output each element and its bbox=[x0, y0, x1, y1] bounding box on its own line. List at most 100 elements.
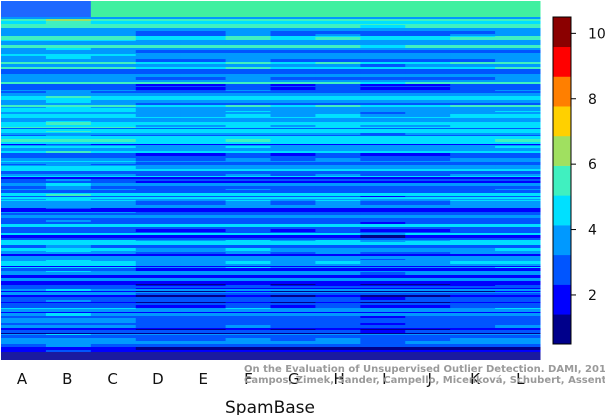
heatmap-cell bbox=[135, 227, 182, 229]
heatmap-cell bbox=[1, 245, 47, 248]
heatmap-cell bbox=[1, 334, 47, 335]
heatmap-cell bbox=[45, 117, 92, 118]
heatmap-cell bbox=[270, 284, 316, 285]
heatmap-cell bbox=[270, 121, 316, 122]
heatmap-cell bbox=[270, 252, 316, 254]
credit-line-1: On the Evaluation of Unsupervised Outlie… bbox=[244, 364, 605, 375]
heatmap-cell bbox=[360, 271, 406, 272]
heatmap-cell bbox=[495, 111, 541, 112]
heatmap-cell bbox=[45, 218, 92, 220]
heatmap-cell bbox=[225, 100, 271, 101]
heatmap-column-F bbox=[225, 1, 271, 360]
heatmap-cell bbox=[1, 278, 47, 281]
heatmap-cell bbox=[225, 117, 271, 118]
heatmap-cell bbox=[495, 194, 541, 196]
heatmap-cell bbox=[1, 267, 47, 268]
heatmap-cell bbox=[270, 166, 316, 169]
heatmap-cell bbox=[225, 261, 271, 264]
heatmap-cell bbox=[405, 334, 451, 335]
heatmap-cell bbox=[180, 165, 227, 166]
heatmap-cell bbox=[180, 241, 227, 242]
heatmap-cell bbox=[1, 292, 47, 293]
heatmap-cell bbox=[135, 34, 182, 36]
heatmap-cell bbox=[450, 312, 496, 313]
heatmap-cell bbox=[180, 182, 227, 183]
heatmap-cell bbox=[495, 189, 541, 190]
heatmap-cell bbox=[270, 196, 316, 197]
heatmap-cell bbox=[450, 107, 496, 108]
heatmap-cell bbox=[315, 224, 361, 227]
heatmap-cell bbox=[405, 122, 451, 125]
heatmap-cell bbox=[360, 297, 406, 300]
heatmap-cell bbox=[270, 107, 316, 108]
heatmap-cell bbox=[360, 347, 406, 350]
heatmap-cell bbox=[360, 139, 406, 142]
heatmap-cell bbox=[90, 193, 137, 194]
heatmap-cell bbox=[315, 199, 361, 200]
heatmap-cell bbox=[360, 179, 406, 181]
heatmap-cell bbox=[90, 103, 137, 105]
heatmap-cell bbox=[225, 305, 271, 308]
heatmap-cell bbox=[135, 77, 182, 80]
heatmap-cell bbox=[90, 316, 137, 318]
heatmap-cell bbox=[405, 56, 451, 59]
heatmap-cell bbox=[405, 133, 451, 135]
heatmap-cell bbox=[450, 183, 496, 186]
heatmap-cell bbox=[135, 107, 182, 108]
heatmap-cell bbox=[225, 108, 271, 111]
heatmap-cell bbox=[45, 286, 92, 288]
heatmap-cell bbox=[270, 256, 316, 259]
heatmap-cell bbox=[225, 158, 271, 161]
heatmap-cell bbox=[495, 108, 541, 111]
heatmap-cell bbox=[90, 93, 137, 96]
heatmap-cell bbox=[225, 338, 271, 341]
heatmap-cell bbox=[135, 174, 182, 176]
heatmap-cell bbox=[1, 196, 47, 197]
heatmap-cell bbox=[1, 37, 47, 40]
heatmap-cell bbox=[450, 174, 496, 176]
heatmap-cell bbox=[495, 313, 541, 316]
heatmap-cell bbox=[135, 86, 182, 87]
heatmap-cell bbox=[225, 162, 271, 164]
heatmap-cell bbox=[225, 201, 271, 202]
heatmap-cell bbox=[135, 333, 182, 334]
heatmap-cell bbox=[495, 212, 541, 213]
heatmap-cell bbox=[225, 227, 271, 229]
heatmap-cell bbox=[315, 171, 361, 174]
heatmap-cell bbox=[45, 101, 92, 103]
heatmap-cell bbox=[90, 136, 137, 139]
heatmap-cell bbox=[495, 238, 541, 240]
heatmap-cell bbox=[90, 352, 137, 360]
heatmap-cell bbox=[495, 190, 541, 193]
heatmap-cell bbox=[495, 41, 541, 44]
heatmap-cell bbox=[180, 325, 227, 328]
heatmap-cell bbox=[315, 164, 361, 165]
heatmap-cell bbox=[180, 302, 227, 303]
heatmap-cell bbox=[405, 146, 451, 148]
heatmap-cell bbox=[270, 318, 316, 321]
heatmap-cell bbox=[315, 222, 361, 224]
heatmap-cell bbox=[315, 74, 361, 77]
heatmap-cell bbox=[45, 341, 92, 344]
heatmap-cell bbox=[1, 222, 47, 224]
heatmap-cell bbox=[225, 194, 271, 196]
heatmap-cell bbox=[450, 153, 496, 156]
heatmap-cell bbox=[225, 215, 271, 218]
heatmap-cell bbox=[315, 303, 361, 305]
heatmap-cell bbox=[405, 87, 451, 90]
heatmap-cell bbox=[45, 136, 92, 139]
heatmap-cell bbox=[450, 208, 496, 209]
heatmap-cell bbox=[90, 17, 137, 19]
heatmap-cell bbox=[450, 139, 496, 142]
heatmap-cell bbox=[225, 286, 271, 288]
heatmap-cell bbox=[135, 133, 182, 135]
heatmap-cell bbox=[450, 82, 496, 84]
heatmap-cell bbox=[225, 285, 271, 286]
heatmap-cell bbox=[45, 111, 92, 112]
heatmap-cell bbox=[45, 162, 92, 164]
heatmap-cell bbox=[135, 45, 182, 48]
heatmap-cell bbox=[180, 122, 227, 125]
heatmap-cell bbox=[225, 248, 271, 251]
heatmap-cell bbox=[135, 161, 182, 162]
heatmap-cell bbox=[45, 344, 92, 347]
